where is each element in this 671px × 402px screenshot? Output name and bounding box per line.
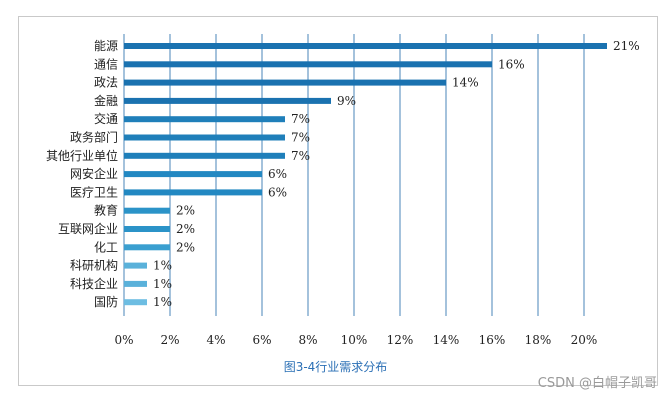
chart-frame	[18, 16, 658, 386]
category-label: 化工	[94, 240, 118, 254]
bar	[124, 280, 147, 287]
bar	[124, 97, 331, 104]
bar	[124, 299, 147, 306]
x-tick-label: 18%	[525, 333, 552, 347]
category-label: 金融	[94, 93, 118, 108]
data-label: 7%	[291, 112, 310, 126]
x-tick-label: 2%	[160, 333, 179, 347]
category-label: 医疗卫生	[70, 185, 118, 199]
x-tick-label: 14%	[433, 333, 460, 347]
bar	[124, 116, 285, 123]
category-label: 能源	[94, 39, 118, 53]
category-label: 国防	[94, 294, 118, 309]
data-label: 21%	[613, 39, 640, 53]
category-label: 政法	[94, 76, 118, 90]
category-label: 互联网企业	[58, 221, 118, 236]
data-label: 2%	[176, 222, 195, 236]
x-tick-label: 0%	[114, 333, 133, 347]
data-label: 7%	[291, 131, 310, 145]
data-label: 9%	[337, 94, 356, 108]
data-label: 16%	[498, 57, 525, 71]
data-label: 7%	[291, 149, 310, 163]
x-tick-label: 6%	[252, 333, 271, 347]
watermark: CSDN @白帽子凯哥	[537, 376, 657, 391]
data-label: 6%	[268, 167, 287, 181]
bar	[124, 43, 607, 49]
x-tick-label: 10%	[341, 333, 368, 347]
category-label: 科研机构	[70, 258, 118, 273]
figure-caption: 图3-4行业需求分布	[283, 360, 388, 374]
category-label: 政务部门	[70, 130, 118, 145]
data-label: 14%	[452, 76, 479, 90]
data-label: 2%	[176, 240, 195, 254]
data-label: 1%	[153, 295, 172, 309]
data-label: 1%	[153, 259, 172, 273]
bar	[124, 226, 170, 232]
x-tick-label: 8%	[298, 333, 317, 347]
category-label: 交通	[94, 111, 118, 126]
category-label: 网安企业	[70, 166, 118, 181]
bar	[124, 244, 170, 251]
bar	[124, 134, 285, 141]
bar	[124, 207, 170, 214]
data-label: 2%	[176, 204, 195, 218]
data-label: 1%	[153, 277, 172, 291]
bar	[124, 189, 262, 196]
category-label: 其他行业单位	[46, 148, 118, 163]
category-label: 教育	[94, 203, 118, 218]
x-tick-label: 16%	[479, 333, 506, 347]
x-tick-label: 4%	[206, 333, 225, 347]
category-label: 通信	[94, 57, 118, 71]
bar	[124, 171, 262, 178]
bar	[124, 152, 285, 159]
x-tick-label: 12%	[387, 333, 414, 347]
bar	[124, 262, 147, 269]
category-label: 科技企业	[70, 276, 118, 291]
x-tick-label: 20%	[571, 333, 598, 347]
data-label: 6%	[268, 185, 287, 199]
bar	[124, 79, 446, 86]
bar	[124, 61, 492, 68]
